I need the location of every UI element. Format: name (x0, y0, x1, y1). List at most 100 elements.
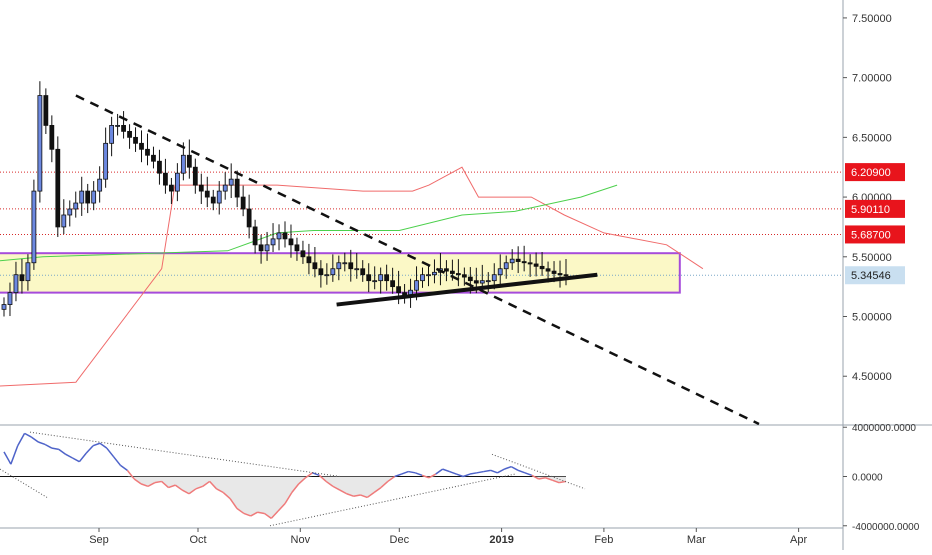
ind-y-tick-label: 4000000.0000 (852, 423, 916, 434)
ind-segment (497, 468, 505, 474)
candle-body (258, 244, 264, 252)
x-tick-label: 2019 (489, 534, 513, 546)
candle-body (372, 280, 378, 283)
ind-segment (78, 452, 87, 463)
ind-segment (147, 481, 156, 488)
ind-segment (449, 470, 457, 475)
candle (497, 254, 503, 288)
ind-segment (161, 480, 169, 489)
candle-body (432, 271, 437, 276)
candle (49, 115, 55, 163)
candle-body (503, 262, 509, 270)
y-tick-label: 4.50000 (852, 371, 892, 383)
candle-body (186, 154, 192, 168)
candle (19, 258, 25, 294)
candle (336, 255, 342, 281)
candle (515, 246, 521, 274)
y-tick-label: 7.00000 (852, 73, 892, 85)
ind-segment (65, 453, 73, 459)
candle (25, 254, 31, 291)
candle (163, 158, 168, 194)
candle (366, 263, 372, 293)
ind-negative-fill (4, 476, 566, 519)
ind-segment (545, 477, 553, 481)
candle (192, 158, 198, 194)
candle (222, 172, 228, 200)
ind-segment (531, 474, 539, 480)
candle-body (43, 95, 49, 126)
ind-segment (243, 512, 251, 517)
ind-segment (524, 472, 532, 476)
candle (43, 88, 49, 135)
candle (258, 234, 264, 264)
ind-y-tick-label: 0.0000 (852, 473, 883, 484)
candle-body (414, 280, 419, 291)
candle-body (563, 274, 569, 277)
candle-body (545, 268, 551, 272)
candle-body (37, 95, 43, 192)
ind-segment (140, 483, 149, 488)
candle-body (192, 166, 198, 186)
ind-segment (435, 468, 444, 475)
candle-body (366, 274, 372, 282)
ind-segment (428, 473, 437, 479)
candle (282, 221, 288, 248)
candle-body (216, 190, 222, 204)
ind-segment (332, 485, 341, 491)
x-tick-label: Feb (594, 534, 613, 546)
candle (354, 252, 360, 279)
candle (503, 255, 509, 279)
candle-body (151, 154, 156, 162)
x-tick-label: Apr (790, 534, 807, 546)
candle-body (180, 154, 186, 174)
candle (390, 267, 396, 294)
ind-segment (462, 473, 471, 478)
candle (330, 254, 336, 282)
candle (234, 170, 240, 208)
trend-line-down (75, 94, 760, 426)
ind-segment (202, 480, 211, 487)
candle-body (551, 270, 557, 274)
ind-segment (346, 493, 354, 497)
candle-body (390, 280, 396, 288)
ind-segment (195, 485, 204, 490)
candle (151, 146, 156, 169)
candle-body (174, 172, 180, 192)
candle-body (115, 125, 120, 127)
candle-body (342, 262, 348, 265)
ind-segment (339, 489, 348, 495)
ind-segment (216, 488, 224, 494)
candle (348, 249, 354, 282)
candle (294, 237, 300, 261)
ind-segment (318, 474, 327, 482)
ind-segment (154, 480, 162, 484)
ind-segment (353, 494, 361, 497)
price-label-badge (845, 225, 905, 244)
candle-body (420, 274, 425, 282)
x-tick-label: Sep (89, 534, 109, 546)
ind-segment (92, 442, 101, 447)
candle-body (270, 238, 276, 246)
candle (1, 297, 7, 317)
ind-segment (133, 478, 142, 485)
candle-body (55, 148, 61, 228)
candle-body (300, 250, 306, 258)
candle (73, 191, 79, 218)
candle-body (246, 208, 252, 228)
candle-body (396, 286, 401, 294)
candle (174, 163, 180, 202)
candle (67, 200, 73, 227)
candle-body (444, 268, 449, 272)
x-tick-label: Oct (189, 534, 206, 546)
candle-body (222, 184, 228, 192)
candle-body (163, 172, 168, 186)
candle-body (204, 190, 210, 198)
ind-segment (291, 483, 300, 493)
y-tick-label: 6.50000 (852, 132, 892, 144)
ind-trend-top (29, 431, 341, 477)
candle-body (198, 184, 204, 192)
ind-segment (51, 447, 59, 451)
candle-body (240, 196, 246, 210)
price-label-badge (845, 163, 905, 182)
